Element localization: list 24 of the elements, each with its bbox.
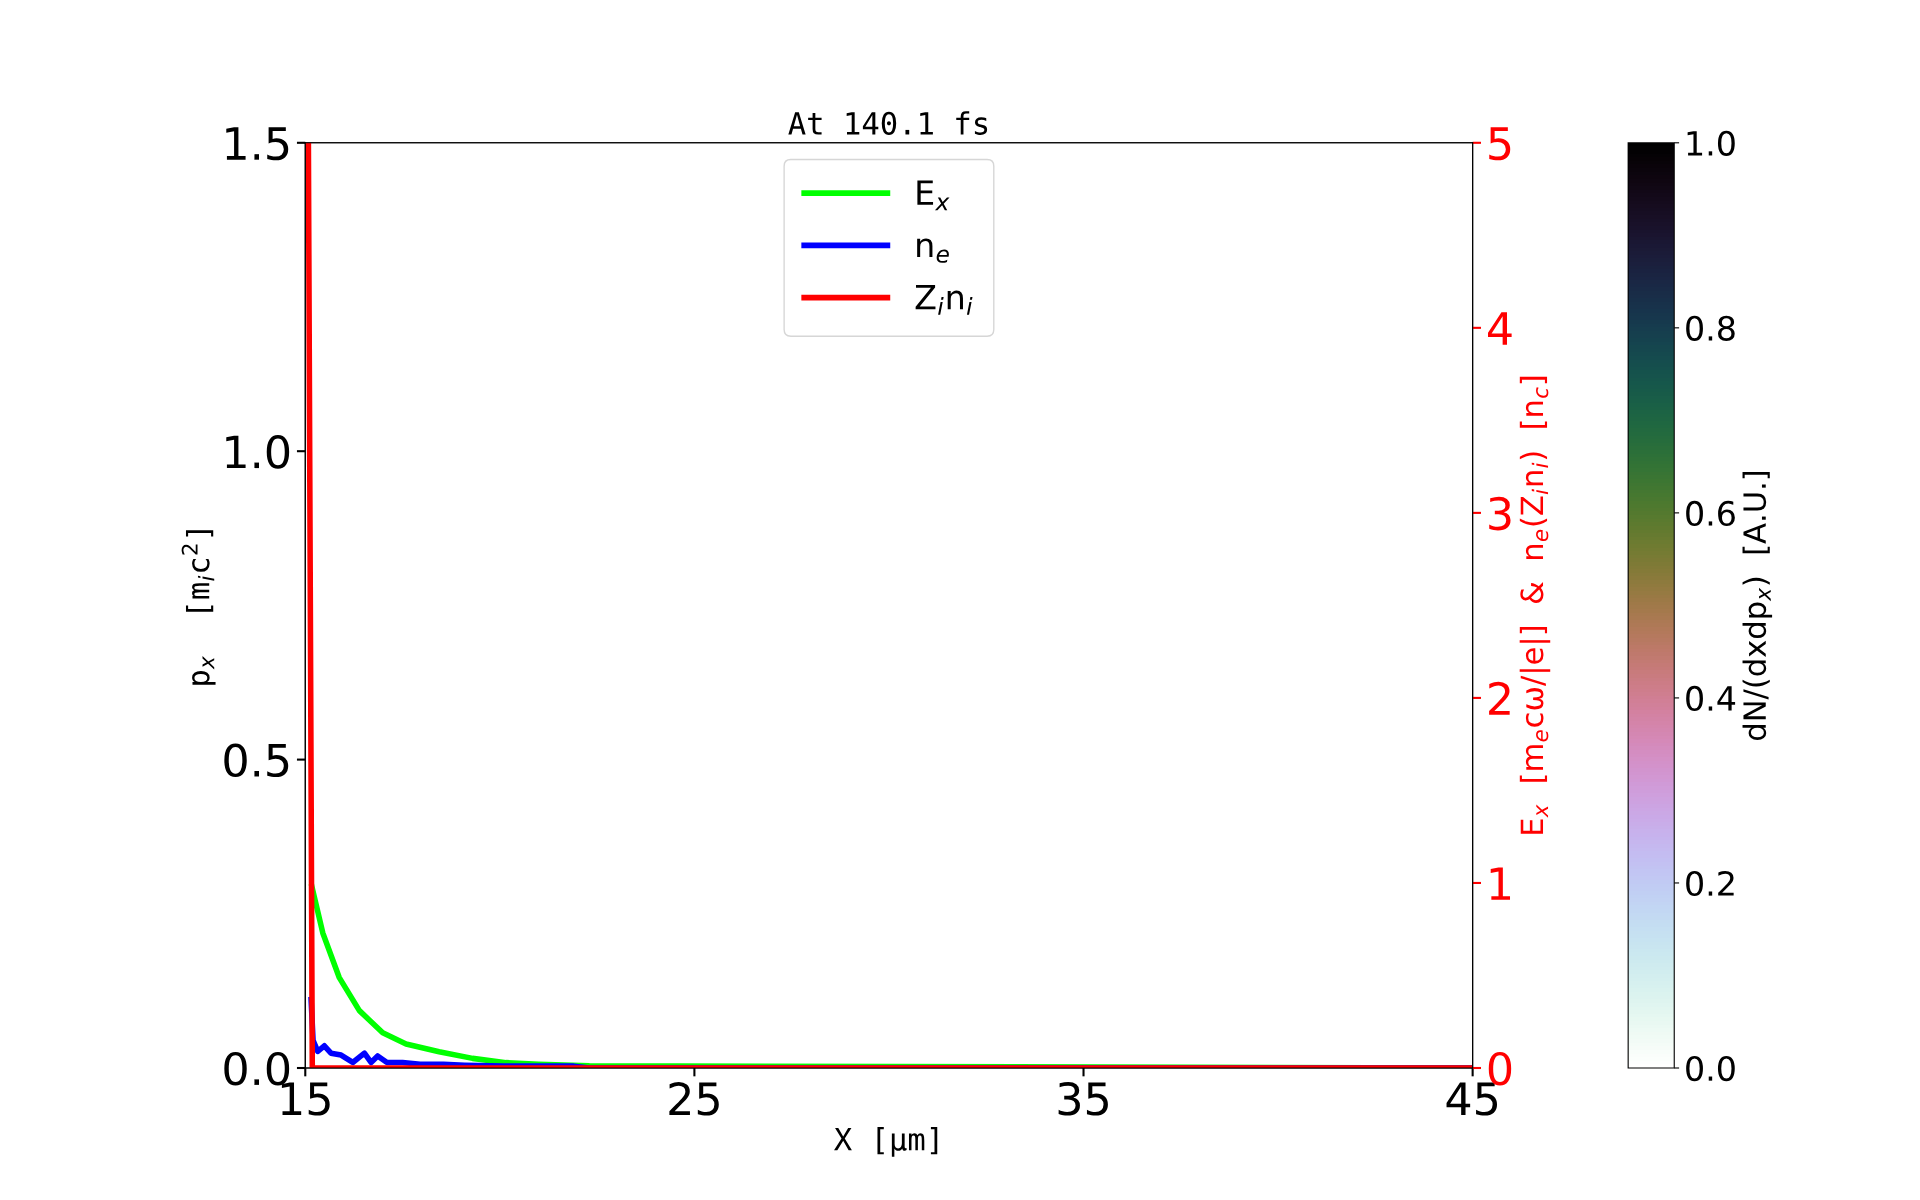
y2-tick-label: 1 — [1490, 867, 1511, 900]
y2-tick-label: 3 — [1489, 496, 1511, 531]
y2-tick-label: 5 — [1489, 127, 1511, 161]
y-tick-label: 1.0 — [226, 435, 290, 469]
color-bar-label: 0.0 — [1686, 1055, 1735, 1082]
y-tick-label: 0.5 — [224, 743, 289, 778]
y2-tick-label: 4 — [1488, 312, 1512, 345]
y-tick-label: 1.5 — [226, 127, 289, 161]
color-bar-label: 0.4 — [1686, 685, 1736, 712]
legend-label: Z$_{i}$n$_{i}$ — [915, 284, 973, 315]
chart-title: At 140.1 fs — [788, 111, 988, 135]
legend-label: n$_{e}$ — [917, 238, 949, 263]
color-bar-label: 1.0 — [1687, 130, 1735, 156]
x-axis-title: X [μm] — [834, 1127, 938, 1157]
color-bar-title: dN/(dxdp$_{x}$) [A.U.] — [1742, 471, 1773, 740]
text: E$_{x}$ [m$_{e}$cω/|e|] & n$_{e}$(Z$_{i}$n$_{i}$) [n$_{c}$] — [1519, 376, 1551, 834]
color-bar-label: 0.2 — [1686, 870, 1734, 897]
x-tick-label: 35 — [1058, 1081, 1108, 1116]
y2-tick-label: 2 — [1489, 681, 1510, 715]
color-bar-label: 0.8 — [1686, 315, 1735, 341]
x-tick-label: 25 — [669, 1081, 719, 1116]
color-bar-label: 0.6 — [1686, 500, 1735, 527]
text: p$_{x}$ [m$_{i}$c$^{2}$] — [181, 530, 216, 685]
legend-label: E$_{x}$ — [917, 180, 950, 211]
